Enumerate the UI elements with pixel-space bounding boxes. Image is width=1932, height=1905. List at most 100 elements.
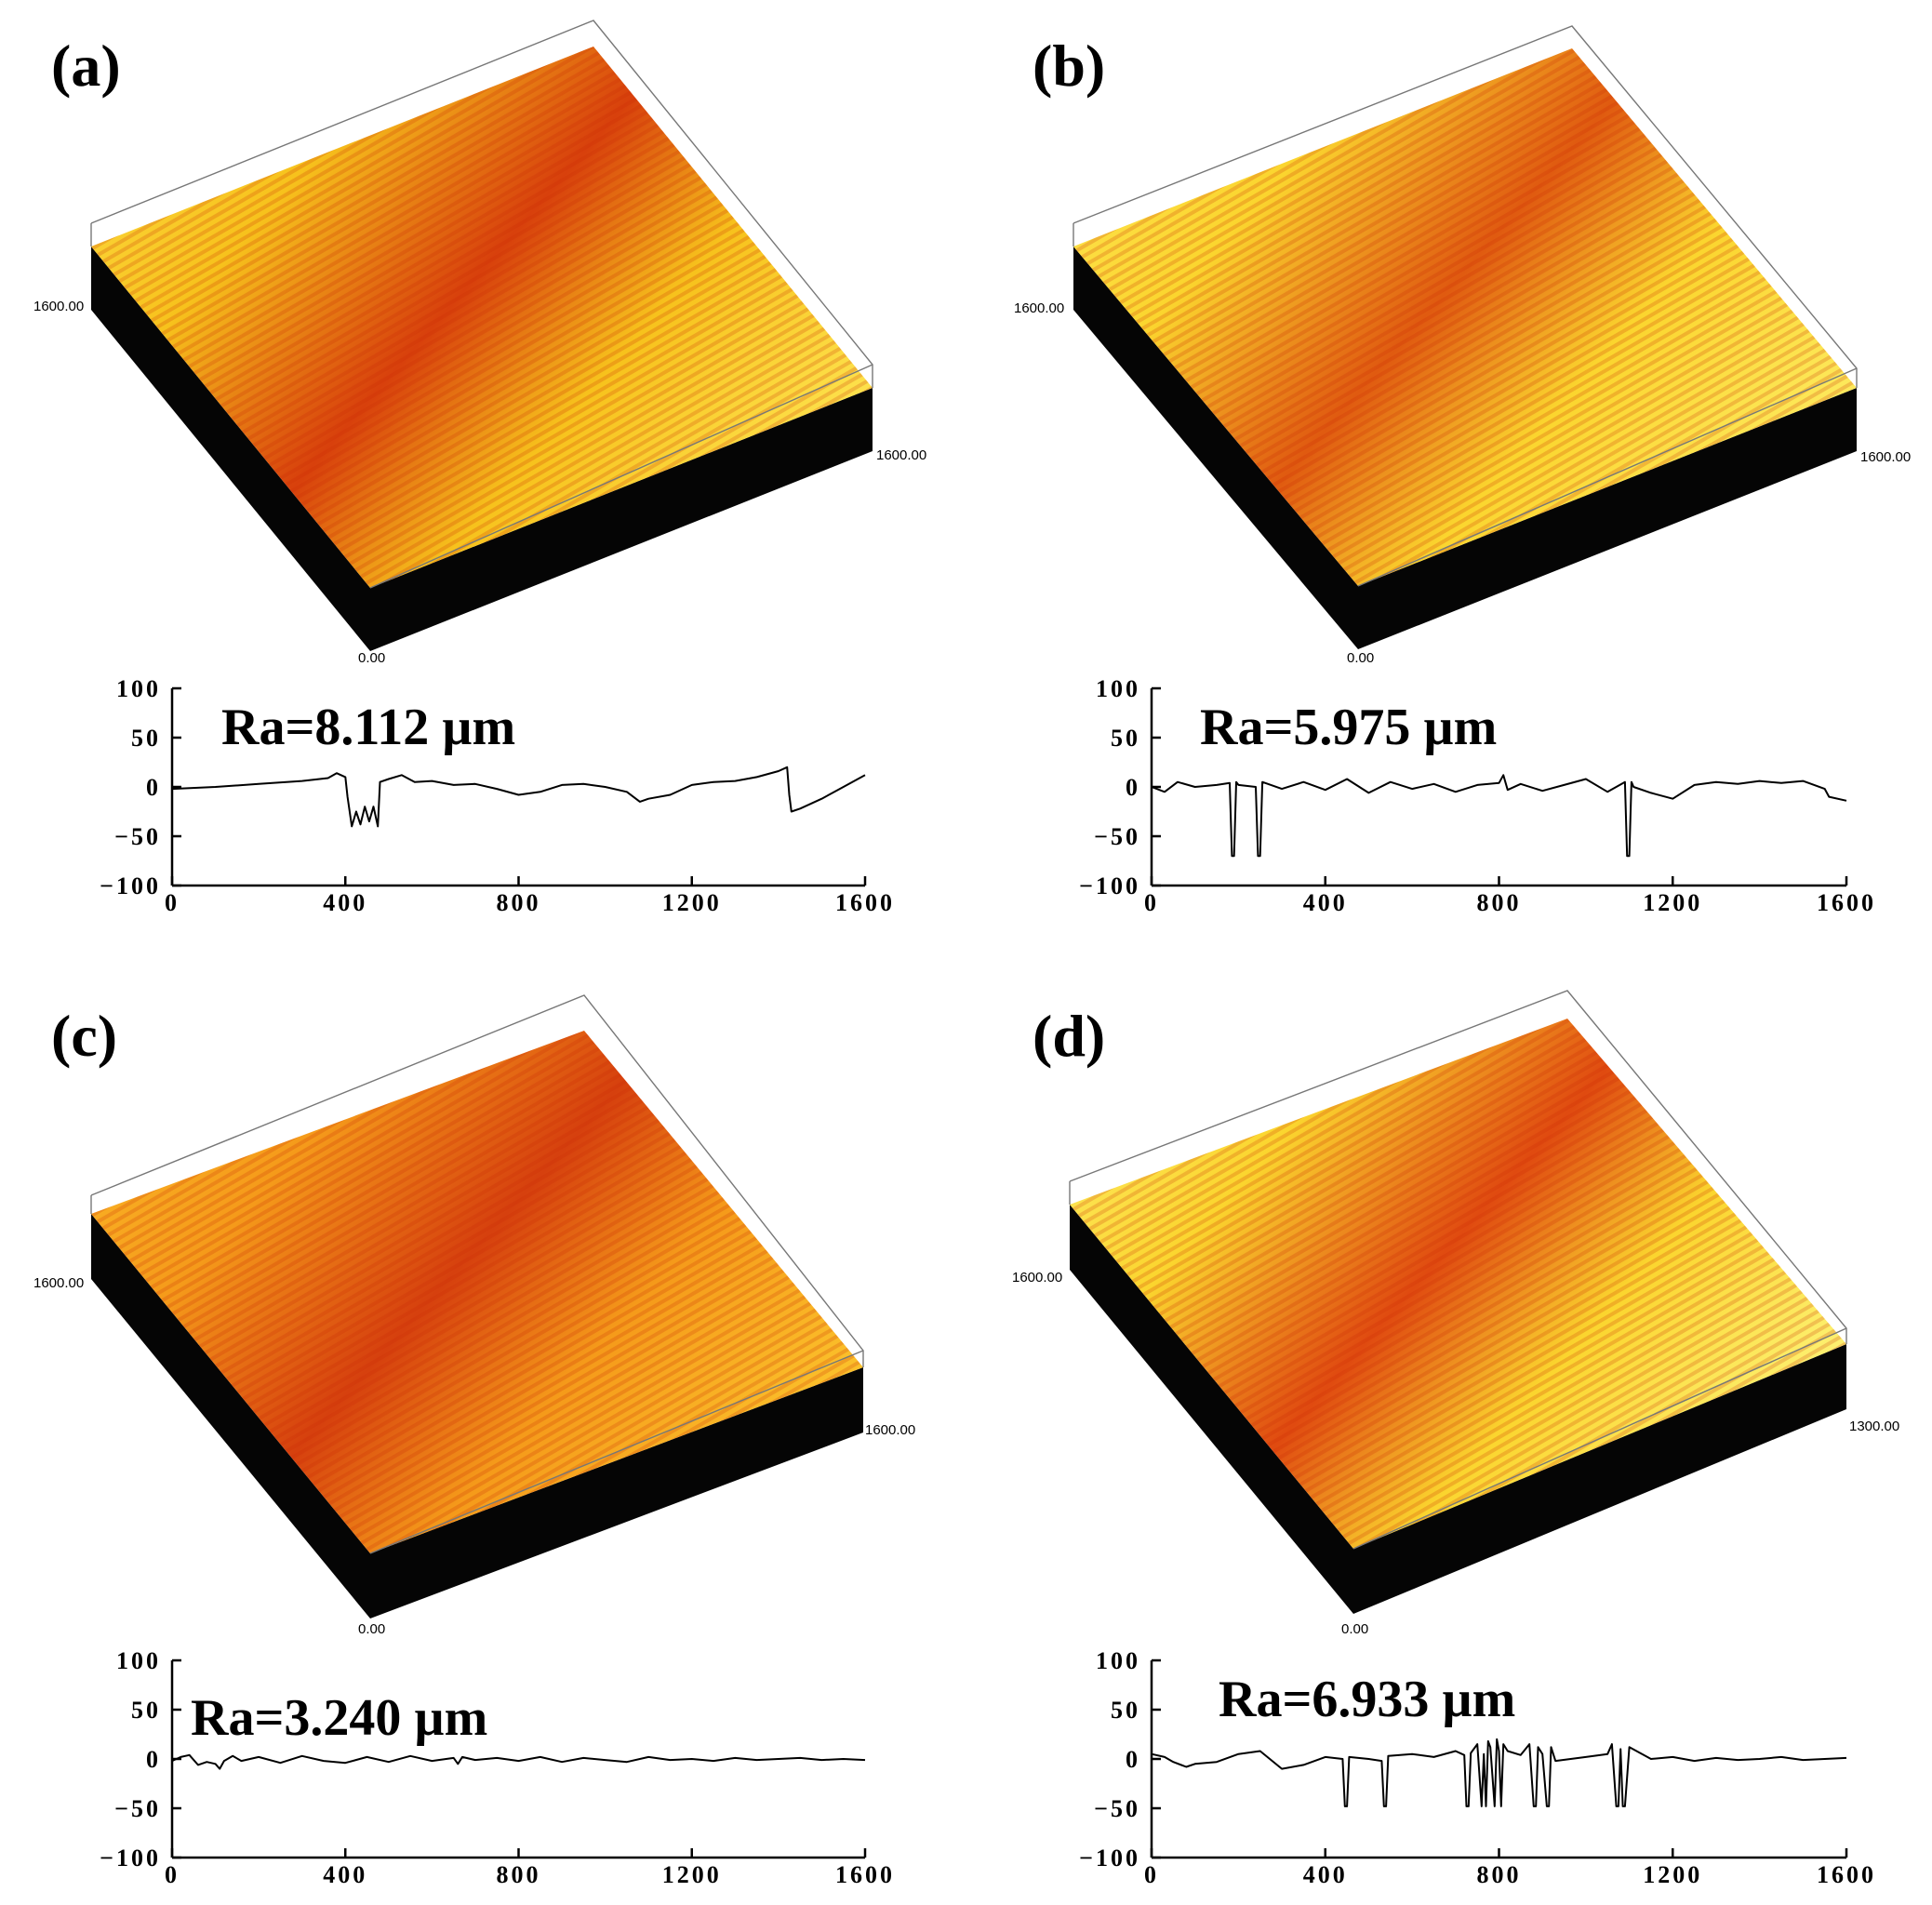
surface-label-y-end: 1600.00 [1012, 1270, 1062, 1286]
panel-label: (c) [51, 1003, 117, 1069]
x-ticks: 0 400 800 1200 1600 [1144, 1848, 1876, 1888]
wall-front [370, 1367, 863, 1619]
wall-left [1070, 1205, 1353, 1614]
roughness-annotation: Ra=6.933 µm [1219, 1671, 1515, 1728]
surface-label-origin: 0.00 [1347, 650, 1374, 666]
surface-label-y-end: 1600.00 [33, 299, 84, 314]
panel-b: 1600.00 1600.00 0.00 (b) 100 50 0 −50 −100 0… [1014, 25, 1911, 916]
profile-plot: 100 50 0 −50 −100 0 400 800 1200 1600 [100, 675, 895, 916]
profile-plot: 100 50 0 −50 −100 0 400 800 1200 1600 [100, 1647, 895, 1888]
wall-front [1358, 388, 1857, 649]
profile-line [171, 766, 866, 828]
y-tick-label: −100 [100, 873, 161, 899]
y-tick-label: 50 [131, 1697, 161, 1724]
y-tick-label: 0 [146, 774, 161, 801]
y-tick-label: −100 [1079, 873, 1140, 899]
x-ticks: 0 400 800 1200 1600 [165, 876, 895, 916]
panel-c: 1600.00 1600.00 0.00 (c) 100 50 0 −50 −100 0… [33, 994, 915, 1888]
x-tick-label: 400 [1303, 1861, 1348, 1888]
x-tick-label: 1200 [662, 889, 722, 916]
x-tick-label: 0 [165, 889, 180, 916]
wall-left [91, 1214, 370, 1619]
surface-label-x-end: 1300.00 [1849, 1419, 1899, 1434]
x-tick-label: 0 [1144, 1861, 1159, 1888]
x-ticks: 0 400 800 1200 1600 [1144, 876, 1876, 916]
box-edge [90, 20, 873, 388]
y-tick-label: −50 [1094, 823, 1140, 850]
box-edge-front [1357, 367, 1858, 587]
y-tick-label: 50 [1111, 725, 1140, 752]
surface-texture [1073, 48, 1857, 586]
profile-line [1151, 1738, 1847, 1807]
box-edge-front [369, 364, 873, 589]
surface-3d [1073, 25, 1858, 649]
panel-label: (d) [1033, 1003, 1105, 1069]
wall-left [91, 246, 370, 651]
panel-label: (b) [1033, 33, 1105, 99]
x-tick-label: 0 [165, 1861, 180, 1888]
y-tick-label: 100 [116, 1647, 161, 1674]
surface-label-y-end: 1600.00 [33, 1275, 84, 1291]
y-ticks: 100 50 0 −50 −100 [1079, 675, 1161, 899]
x-tick-label: 1600 [835, 1861, 895, 1888]
surface-texture [1070, 1019, 1846, 1549]
y-tick-label: −50 [114, 823, 161, 850]
wall-front [1353, 1344, 1846, 1614]
panel-a: 1600.00 1600.00 0.00 (a) 100 50 0 −50 −100 0… [33, 20, 926, 916]
surface-texture [91, 1031, 863, 1553]
profile-plot: 100 50 0 −50 −100 0 400 800 1200 1600 [1079, 675, 1876, 916]
profile-line [1151, 774, 1847, 858]
surface-label-origin: 0.00 [1341, 1621, 1368, 1637]
y-tick-label: −100 [1079, 1845, 1140, 1872]
x-tick-label: 400 [323, 889, 367, 916]
y-tick-label: −100 [100, 1845, 161, 1872]
y-tick-label: 50 [131, 725, 161, 752]
x-tick-label: 800 [497, 889, 541, 916]
x-tick-label: 1600 [1817, 1861, 1876, 1888]
y-tick-label: 0 [1126, 1746, 1140, 1773]
wall-front [370, 388, 873, 651]
y-ticks: 100 50 0 −50 −100 [100, 1647, 181, 1872]
x-tick-label: 400 [323, 1861, 367, 1888]
surface-3d [90, 20, 873, 651]
x-tick-label: 800 [497, 1861, 541, 1888]
y-tick-label: 100 [1096, 1647, 1140, 1674]
surface-label-x-end: 1600.00 [1860, 449, 1911, 465]
y-tick-label: −50 [1094, 1795, 1140, 1822]
x-tick-label: 800 [1477, 889, 1522, 916]
panel-label: (a) [51, 33, 121, 99]
panel-d: 1600.00 1300.00 0.00 (d) 100 50 0 −50 −100 0… [1012, 990, 1899, 1888]
x-tick-label: 1600 [1817, 889, 1876, 916]
box-edge [1073, 25, 1858, 388]
roughness-annotation: Ra=8.112 µm [221, 699, 515, 756]
x-tick-label: 1200 [662, 1861, 722, 1888]
y-ticks: 100 50 0 −50 −100 [1079, 1647, 1161, 1872]
profile-line [171, 1753, 866, 1770]
y-tick-label: 100 [116, 675, 161, 702]
y-tick-label: 100 [1096, 675, 1140, 702]
roughness-annotation: Ra=3.240 µm [191, 1689, 487, 1747]
wall-left [1073, 246, 1358, 649]
y-tick-label: 0 [146, 1746, 161, 1773]
surface-label-x-end: 1600.00 [865, 1422, 915, 1438]
surface-label-x-end: 1600.00 [876, 447, 926, 463]
box-edge [1069, 990, 1847, 1344]
x-tick-label: 400 [1303, 889, 1348, 916]
surface-3d [1069, 990, 1847, 1614]
x-ticks: 0 400 800 1200 1600 [165, 1848, 895, 1888]
x-tick-label: 1200 [1643, 889, 1702, 916]
x-tick-label: 1600 [835, 889, 895, 916]
y-tick-label: 50 [1111, 1697, 1140, 1724]
surface-label-y-end: 1600.00 [1014, 300, 1064, 316]
x-tick-label: 800 [1477, 1861, 1522, 1888]
surface-3d [90, 994, 864, 1619]
roughness-annotation: Ra=5.975 µm [1200, 699, 1497, 756]
box-edge-front [369, 1350, 864, 1554]
profile-plot: 100 50 0 −50 −100 0 400 800 1200 1600 [1079, 1647, 1876, 1888]
x-tick-label: 1200 [1643, 1861, 1702, 1888]
y-tick-label: 0 [1126, 774, 1140, 801]
y-tick-label: −50 [114, 1795, 161, 1822]
box-edge [90, 994, 864, 1367]
surface-texture [91, 47, 873, 588]
